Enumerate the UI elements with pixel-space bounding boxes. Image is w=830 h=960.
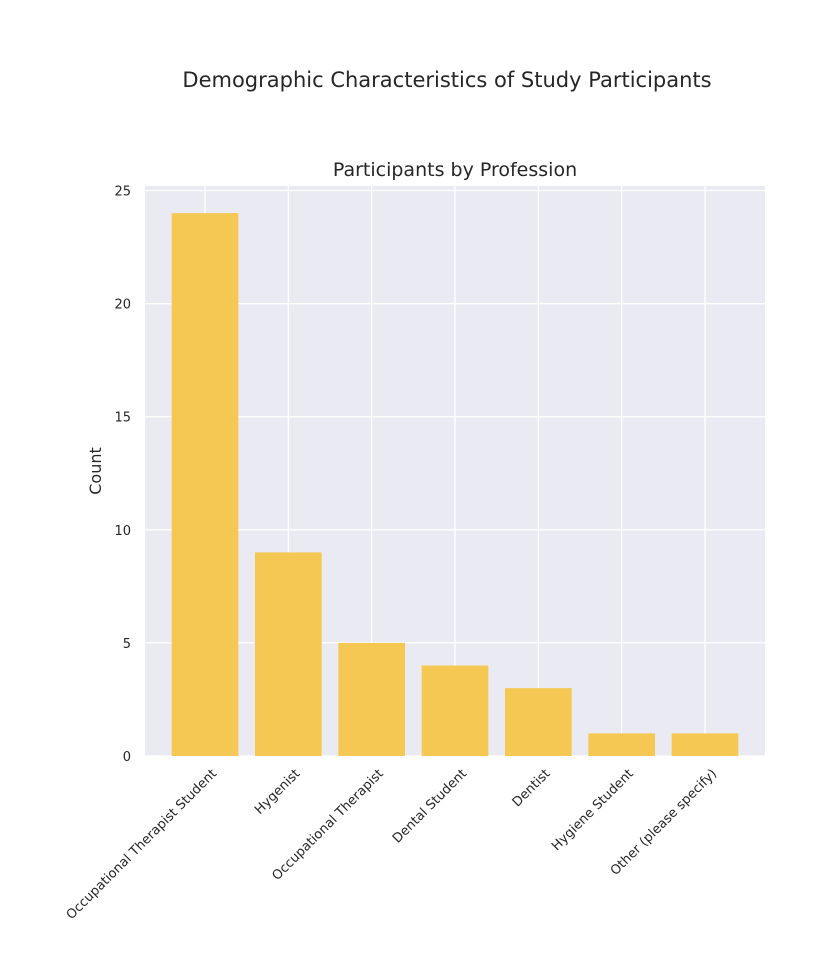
bar (505, 688, 572, 756)
y-tick-label: 0 (123, 750, 131, 765)
x-tick-label: Dental Student (390, 766, 470, 846)
y-tick-label: 20 (114, 298, 131, 313)
chart-title: Participants by Profession (333, 159, 577, 181)
bar (255, 552, 322, 756)
bar (171, 213, 239, 757)
x-tick-label: Dentist (510, 766, 554, 810)
y-tick-label: 5 (123, 637, 131, 652)
y-tick-label: 10 (114, 524, 131, 539)
y-axis-label: Count (86, 447, 105, 495)
y-tick-label: 15 (114, 411, 131, 426)
x-tick-label: Occupational Therapist Student (64, 766, 220, 922)
x-axis-ticks: Occupational Therapist Student HygenistOc… (64, 766, 720, 922)
y-axis-ticks: 0 5 10 15 20 25 (114, 185, 131, 765)
x-tick-label: Hygiene Student (549, 766, 637, 854)
grid-lines (145, 186, 765, 757)
bar (588, 733, 655, 756)
bar (671, 733, 739, 756)
x-tick-label: Hygenist (252, 766, 303, 817)
bar (421, 665, 489, 756)
y-tick-label: 25 (114, 185, 131, 200)
bar (338, 642, 405, 756)
figure-title: Demographic Characteristics of Study Par… (182, 68, 711, 92)
bars (171, 213, 739, 757)
